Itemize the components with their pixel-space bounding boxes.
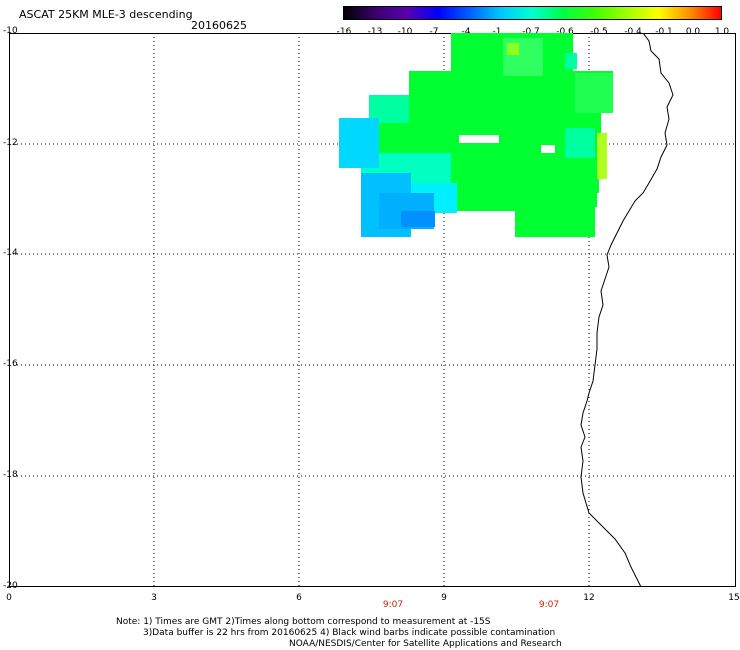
note-line: NOAA/NESDIS/Center for Satellite Applica… xyxy=(289,639,562,649)
y-tick-label: -16 xyxy=(3,359,18,369)
data-cell xyxy=(401,211,435,227)
map-frame xyxy=(9,33,736,587)
x-tick-label: 12 xyxy=(583,593,595,603)
colorbar-label: -0.7 xyxy=(522,27,540,37)
x-tick-label: 0 xyxy=(6,593,12,603)
data-gap xyxy=(541,145,555,153)
colorbar-label: 0.0 xyxy=(685,27,701,37)
map-plot xyxy=(9,33,736,588)
coastline xyxy=(580,33,674,588)
colorbar-label: -16 xyxy=(336,27,352,37)
y-tick-label: -20 xyxy=(3,581,18,591)
colorbar-label: -0.1 xyxy=(655,27,673,37)
data-cell xyxy=(575,73,613,113)
x-tick-label: 9 xyxy=(441,593,447,603)
colorbar-label: -0.6 xyxy=(556,27,574,37)
colorbar-label: -13 xyxy=(367,27,383,37)
y-tick-label: -18 xyxy=(3,470,18,480)
time-label: 9:07 xyxy=(538,600,560,610)
time-label: 9:07 xyxy=(382,600,404,610)
colorbar-label: -4 xyxy=(461,27,471,37)
colorbar-label: -0.5 xyxy=(590,27,608,37)
colorbar-label: -0.4 xyxy=(624,27,642,37)
data-cell xyxy=(565,128,595,158)
map-date: 20160625 xyxy=(191,19,247,32)
data-cell xyxy=(565,53,577,69)
x-tick-label: 6 xyxy=(296,593,302,603)
map-title: ASCAT 25KM MLE-3 descending xyxy=(19,8,193,21)
y-tick-label: -14 xyxy=(3,248,18,258)
colorbar-label: 1.0 xyxy=(714,27,730,37)
colorbar-label: -10 xyxy=(397,27,413,37)
data-cell xyxy=(339,118,379,168)
y-tick-label: -10 xyxy=(3,26,18,36)
x-tick-label: 15 xyxy=(728,593,740,603)
colorbar-label: -1 xyxy=(492,27,502,37)
colorbar xyxy=(343,6,722,20)
note-line: 3)Data buffer is 22 hrs from 20160625 4)… xyxy=(143,628,556,638)
note-line: Note: 1) Times are GMT 2)Times along bot… xyxy=(116,617,491,627)
data-cell xyxy=(597,133,607,179)
data-cell xyxy=(507,43,519,55)
x-tick-label: 3 xyxy=(151,593,157,603)
colorbar-labels: -16 -13 -10 -7 -4 -1 -0.7 -0.6 -0.5 -0.4… xyxy=(336,27,732,39)
y-tick-label: -12 xyxy=(3,138,18,148)
data-gap xyxy=(459,135,499,143)
wind-data-swath xyxy=(339,33,613,237)
colorbar-label: -7 xyxy=(429,27,439,37)
